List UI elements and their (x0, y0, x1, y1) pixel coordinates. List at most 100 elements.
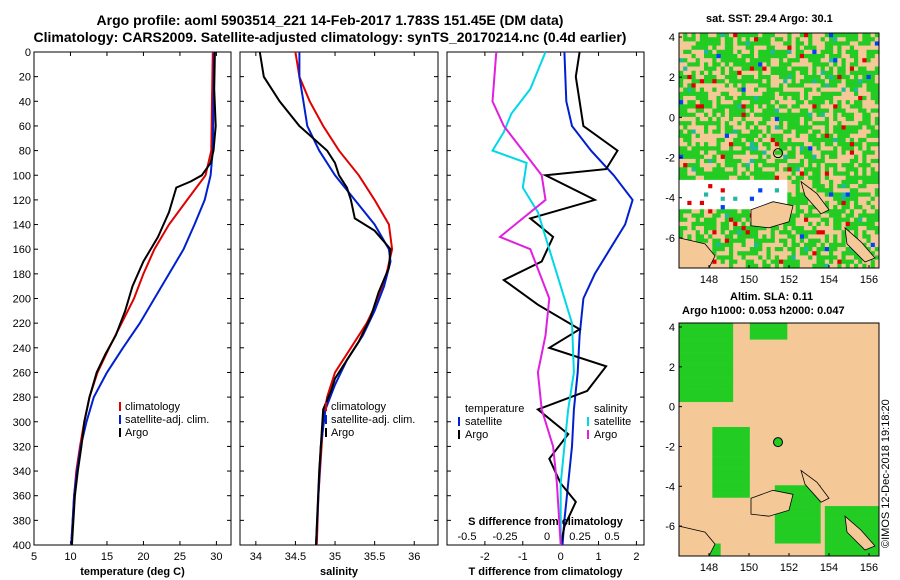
map-cell (787, 129, 792, 135)
map-cell (870, 133, 876, 139)
map-cell (712, 129, 717, 135)
map-cell (866, 226, 871, 231)
map-cell (816, 402, 821, 407)
map-cell (716, 456, 721, 461)
map-cell (774, 364, 780, 370)
map-cell (679, 393, 684, 399)
map-cell (716, 347, 721, 353)
map-cell (791, 112, 796, 118)
map-cell (683, 142, 688, 147)
map-cell (820, 179, 826, 185)
map-cell (829, 242, 834, 248)
map-cell (808, 200, 813, 206)
map-cell (708, 175, 713, 181)
map-cell (799, 418, 805, 424)
map-cell (874, 335, 880, 340)
map-cell (737, 79, 742, 84)
map-cell (708, 451, 713, 457)
map-cell (687, 200, 692, 206)
map-cell (858, 234, 863, 239)
map-cell (833, 226, 838, 231)
map-cell (716, 217, 721, 223)
map-cell (870, 175, 876, 181)
map-cell (804, 163, 809, 168)
map-cell (708, 389, 713, 395)
map-cell (724, 414, 730, 419)
map-cell (749, 171, 755, 176)
map-cell (841, 184, 846, 189)
map-cell (774, 121, 780, 126)
map-cell (854, 221, 859, 227)
map-cell (754, 385, 759, 390)
map-cell (758, 472, 763, 478)
map-cell (754, 347, 759, 353)
map-cell (849, 464, 855, 469)
map-cell (870, 188, 876, 193)
map-cell (683, 489, 688, 494)
map-cell (833, 356, 838, 361)
map-cell (854, 133, 859, 139)
map-cell (766, 402, 771, 407)
map-cell (829, 339, 834, 345)
map-cell (729, 125, 734, 130)
map-cell (741, 167, 746, 172)
map-cell (699, 331, 705, 336)
map-cell (841, 167, 846, 172)
map-cell (820, 422, 826, 428)
y-tick-label: 360 (13, 491, 31, 503)
map-cell (824, 427, 830, 432)
map-cell (812, 493, 817, 499)
map-cell (754, 489, 759, 494)
map-cell (741, 418, 746, 424)
map-cell (799, 108, 805, 114)
map-cell (858, 331, 863, 336)
map-cell (683, 410, 688, 415)
map-cell (862, 49, 867, 55)
map-cell (820, 150, 826, 155)
map-cell (841, 45, 846, 51)
map-cell (687, 137, 692, 143)
map-cell (704, 364, 709, 370)
map-cell (824, 70, 830, 76)
map-cell (737, 125, 742, 130)
map-cell (749, 451, 755, 457)
map-cell (799, 171, 805, 176)
map-cell (733, 372, 738, 378)
map-cell (795, 397, 801, 403)
map-cell (737, 414, 742, 419)
map-cell (816, 179, 821, 185)
map-cell (787, 158, 792, 164)
map-cell (679, 116, 684, 122)
map-cell (854, 343, 859, 349)
map-cell (720, 472, 726, 478)
map-cell (687, 497, 692, 503)
map-cell (787, 83, 792, 88)
map-cell (737, 418, 742, 424)
map-cell (679, 142, 684, 147)
map-cell (779, 402, 784, 407)
map-cell (820, 79, 826, 84)
map-cell (845, 66, 851, 72)
map-cell (766, 192, 771, 197)
map-cell (695, 133, 701, 139)
map-cell (770, 476, 776, 482)
map-cell (774, 171, 780, 176)
map-cell (854, 125, 859, 130)
map-cell (870, 323, 876, 328)
map-cell (741, 33, 746, 38)
map-cell (770, 121, 776, 126)
map-cell (804, 137, 809, 143)
map-cell (749, 335, 755, 340)
map-cell (799, 427, 805, 432)
map-cell (874, 414, 880, 419)
map-cell (787, 255, 792, 260)
map-cell (854, 158, 859, 164)
map-cell (866, 327, 871, 332)
map-cell (854, 356, 859, 361)
map-cell (841, 493, 846, 499)
map-cell (791, 481, 796, 486)
map-cell (837, 100, 842, 105)
map-cell (733, 163, 738, 168)
map-cell (795, 410, 801, 415)
map-cell (858, 368, 863, 374)
